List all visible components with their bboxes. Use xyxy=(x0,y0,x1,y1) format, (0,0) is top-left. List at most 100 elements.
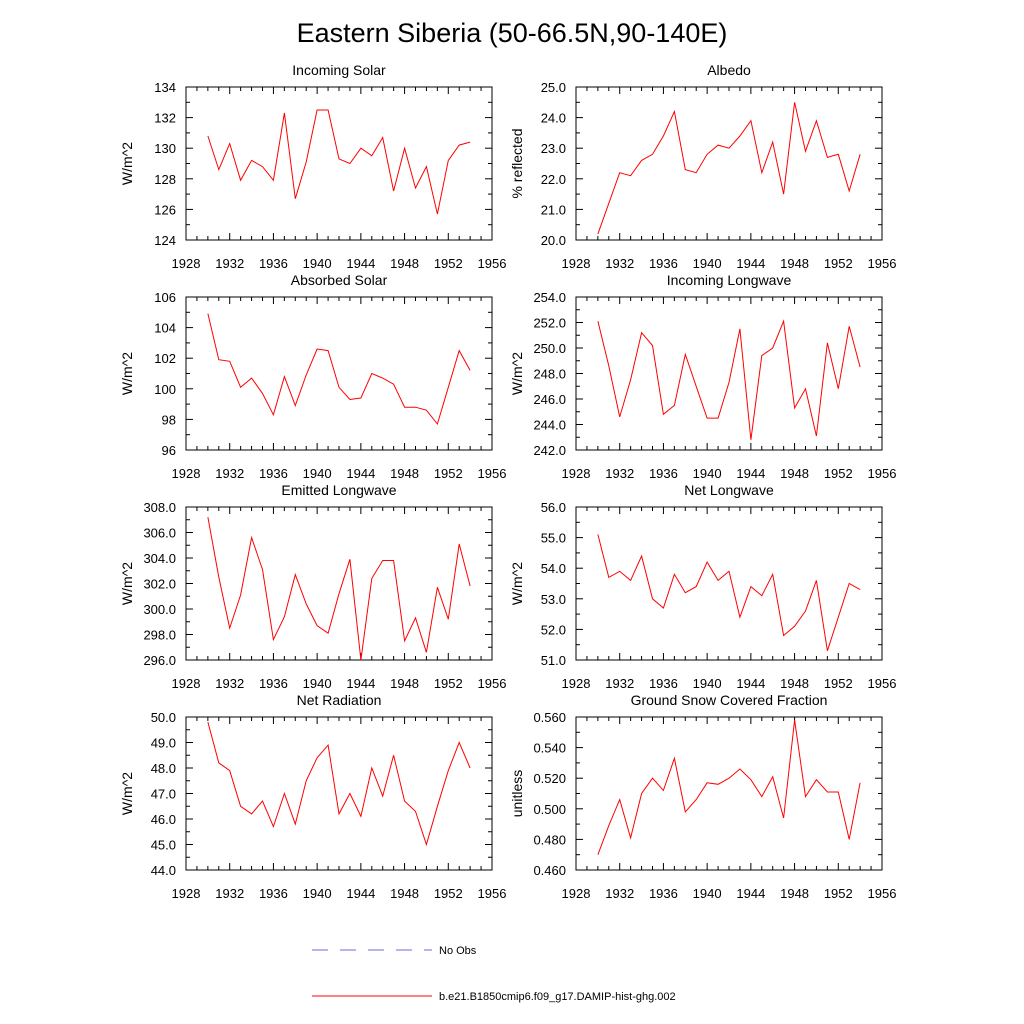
x-tick-label: 1948 xyxy=(780,676,809,691)
x-tick-label: 1956 xyxy=(478,676,507,691)
panel-net-longwave: Net Longwave W/m^2 1928 1932 1936 1940 1944 194… xyxy=(509,482,896,691)
y-tick-label: 124 xyxy=(154,233,176,248)
x-tick-label: 1928 xyxy=(172,886,201,901)
x-tick-label: 1936 xyxy=(259,256,288,271)
plot-frame-absorbed-solar xyxy=(185,296,493,451)
x-tick-label: 1952 xyxy=(824,256,853,271)
y-axis-label-incoming-longwave: W/m^2 xyxy=(509,352,525,395)
y-tick-label: 302.0 xyxy=(143,577,176,592)
y-tick-label: 126 xyxy=(154,202,176,217)
x-tick-label: 1952 xyxy=(824,886,853,901)
x-tick-label: 1948 xyxy=(780,886,809,901)
x-tick-label: 1952 xyxy=(434,676,463,691)
x-tick-label: 1952 xyxy=(824,676,853,691)
x-tick-label: 1944 xyxy=(346,676,375,691)
y-tick-label: 46.0 xyxy=(151,812,176,827)
x-tick-label: 1948 xyxy=(390,886,419,901)
y-tick-label: 22.0 xyxy=(541,172,566,187)
series-line-albedo xyxy=(597,102,861,235)
series-line-net-radiation xyxy=(207,721,471,847)
x-tick-label: 1940 xyxy=(303,676,332,691)
y-tick-label: 98 xyxy=(162,412,176,427)
y-tick-label: 306.0 xyxy=(143,526,176,541)
y-tick-label: 100 xyxy=(154,382,176,397)
x-tick-label: 1944 xyxy=(736,676,765,691)
y-tick-label: 48.0 xyxy=(151,761,176,776)
y-tick-label: 0.480 xyxy=(533,832,566,847)
y-tick-label: 23.0 xyxy=(541,141,566,156)
x-tick-label: 1940 xyxy=(303,886,332,901)
x-tick-label: 1940 xyxy=(693,676,722,691)
panel-title-emitted-longwave: Emitted Longwave xyxy=(281,482,396,498)
plot-frame-net-longwave xyxy=(575,506,883,661)
x-tick-label: 1940 xyxy=(693,886,722,901)
y-tick-label: 296.0 xyxy=(143,653,176,668)
y-axis-label-ground-snow-covered-fraction: unitless xyxy=(509,770,525,817)
x-tick-label: 1928 xyxy=(172,256,201,271)
x-tick-label: 1948 xyxy=(390,466,419,481)
plot-frame-emitted-longwave xyxy=(185,506,493,661)
x-tick-label: 1940 xyxy=(693,256,722,271)
x-tick-label: 1932 xyxy=(605,256,634,271)
x-tick-label: 1936 xyxy=(259,886,288,901)
y-tick-label: 50.0 xyxy=(151,710,176,725)
x-tick-label: 1932 xyxy=(215,466,244,481)
y-tick-label: 298.0 xyxy=(143,628,176,643)
panel-net-radiation: Net Radiation W/m^2 1928 1932 1936 1940 1944 19… xyxy=(119,692,506,901)
y-tick-label: 24.0 xyxy=(541,111,566,126)
y-tick-label: 130 xyxy=(154,141,176,156)
x-tick-label: 1936 xyxy=(649,466,678,481)
series-line-net-longwave xyxy=(597,534,861,651)
x-tick-label: 1928 xyxy=(172,466,201,481)
y-tick-label: 0.520 xyxy=(533,771,566,786)
y-tick-label: 308.0 xyxy=(143,500,176,515)
panel-title-net-longwave: Net Longwave xyxy=(684,482,774,498)
y-tick-label: 47.0 xyxy=(151,787,176,802)
y-tick-label: 44.0 xyxy=(151,863,176,878)
panel-incoming-solar: Incoming Solar W/m^2 1928 1932 1936 1940 1944 1… xyxy=(119,62,506,271)
plot-frame-net-radiation xyxy=(185,716,493,871)
panel-incoming-longwave: Incoming Longwave W/m^2 1928 1932 1936 1940 19… xyxy=(509,272,896,481)
x-tick-label: 1944 xyxy=(736,466,765,481)
y-tick-label: 104 xyxy=(154,321,176,336)
y-tick-label: 102 xyxy=(154,351,176,366)
panel-title-albedo: Albedo xyxy=(707,62,751,78)
x-tick-label: 1952 xyxy=(824,466,853,481)
x-tick-label: 1956 xyxy=(478,886,507,901)
y-tick-label: 55.0 xyxy=(541,531,566,546)
y-axis-label-net-longwave: W/m^2 xyxy=(509,562,525,605)
y-tick-label: 132 xyxy=(154,111,176,126)
x-tick-label: 1956 xyxy=(868,886,897,901)
panel-ground-snow-covered-fraction: Ground Snow Covered Fraction unitless 1928… xyxy=(509,692,896,901)
x-tick-label: 1944 xyxy=(736,256,765,271)
y-tick-label: 0.540 xyxy=(533,741,566,756)
x-tick-label: 1940 xyxy=(303,256,332,271)
y-tick-label: 246.0 xyxy=(533,392,566,407)
y-tick-label: 242.0 xyxy=(533,443,566,458)
legend-no-obs-label: No Obs xyxy=(439,945,477,957)
legend-model-label: b.e21.B1850cmip6.f09_g17.DAMIP-hist-ghg.… xyxy=(439,991,676,1003)
x-tick-label: 1952 xyxy=(434,256,463,271)
x-tick-label: 1944 xyxy=(346,466,375,481)
y-tick-label: 0.460 xyxy=(533,863,566,878)
x-tick-label: 1940 xyxy=(303,466,332,481)
y-tick-label: 51.0 xyxy=(541,653,566,668)
plot-frame-ground-snow-covered-fraction xyxy=(575,716,883,871)
x-tick-label: 1944 xyxy=(346,886,375,901)
x-tick-label: 1936 xyxy=(649,256,678,271)
x-tick-label: 1932 xyxy=(215,256,244,271)
x-tick-label: 1936 xyxy=(259,466,288,481)
y-tick-label: 254.0 xyxy=(533,290,566,305)
x-tick-label: 1952 xyxy=(434,886,463,901)
x-tick-label: 1956 xyxy=(868,256,897,271)
panels: Incoming Solar W/m^2 1928 1932 1936 1940 1944 1… xyxy=(119,62,896,901)
series-line-ground-snow-covered-fraction xyxy=(597,720,861,855)
x-tick-label: 1936 xyxy=(649,886,678,901)
x-tick-label: 1932 xyxy=(605,466,634,481)
x-tick-label: 1940 xyxy=(693,466,722,481)
x-tick-label: 1932 xyxy=(605,676,634,691)
x-tick-label: 1956 xyxy=(478,466,507,481)
plot-frame-albedo xyxy=(575,86,883,241)
panel-title-incoming-longwave: Incoming Longwave xyxy=(667,272,792,288)
y-tick-label: 252.0 xyxy=(533,316,566,331)
